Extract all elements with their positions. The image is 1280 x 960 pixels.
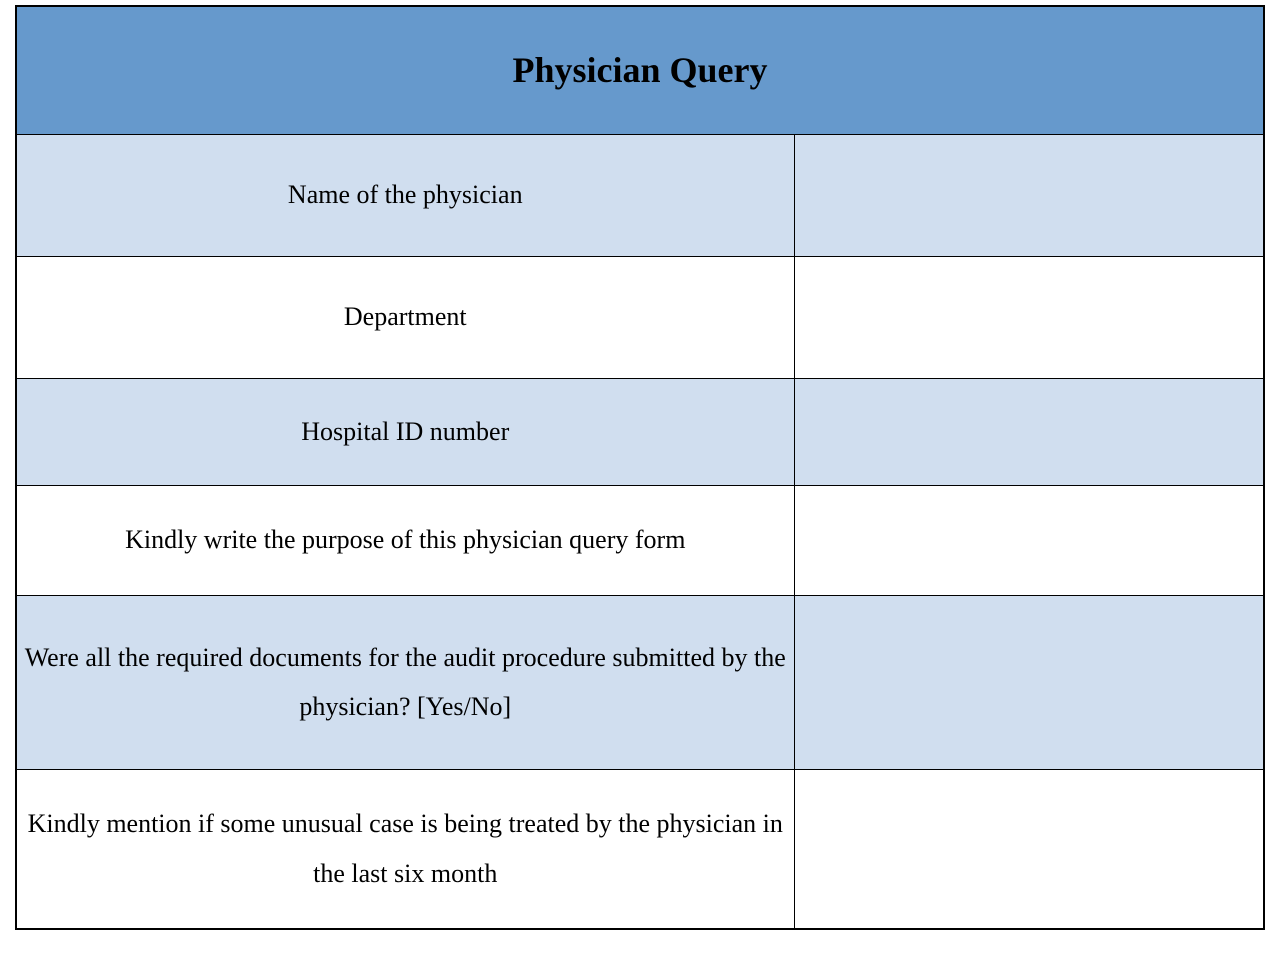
form-row-purpose: Kindly write the purpose of this physici… — [16, 485, 1264, 595]
input-department[interactable] — [794, 256, 1264, 378]
label-department: Department — [16, 256, 794, 378]
form-row-hospital-id: Hospital ID number — [16, 378, 1264, 485]
form-row-department: Department — [16, 256, 1264, 378]
form-row-documents: Were all the required documents for the … — [16, 595, 1264, 769]
form-row-physician-name: Name of the physician — [16, 134, 1264, 256]
input-documents[interactable] — [794, 595, 1264, 769]
input-unusual-case[interactable] — [794, 769, 1264, 929]
input-purpose[interactable] — [794, 485, 1264, 595]
input-hospital-id[interactable] — [794, 378, 1264, 485]
label-purpose: Kindly write the purpose of this physici… — [16, 485, 794, 595]
form-header-row: Physician Query — [16, 6, 1264, 134]
label-hospital-id: Hospital ID number — [16, 378, 794, 485]
physician-query-form: Physician Query Name of the physician De… — [15, 5, 1265, 930]
input-physician-name[interactable] — [794, 134, 1264, 256]
label-physician-name: Name of the physician — [16, 134, 794, 256]
form-row-unusual-case: Kindly mention if some unusual case is b… — [16, 769, 1264, 929]
label-unusual-case: Kindly mention if some unusual case is b… — [16, 769, 794, 929]
label-documents: Were all the required documents for the … — [16, 595, 794, 769]
form-title: Physician Query — [16, 6, 1264, 134]
